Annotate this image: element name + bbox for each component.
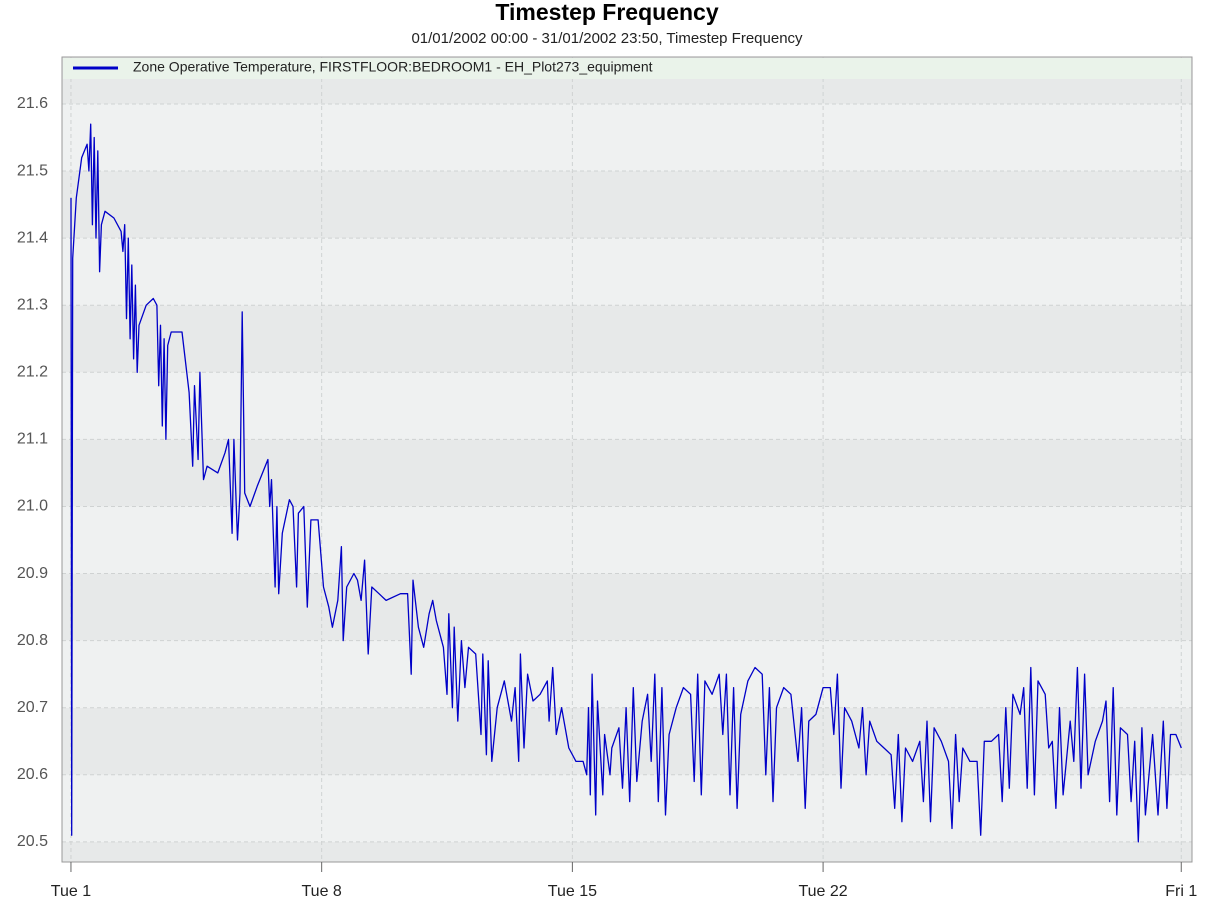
legend-background xyxy=(63,58,1191,79)
chart-subtitle: 01/01/2002 00:00 - 31/01/2002 23:50, Tim… xyxy=(411,30,803,47)
plot-band xyxy=(62,640,1192,708)
axes: 20.5 20.6 20.7 20.8 20.9 21.0 21.1 21.2 21.3 21.4… xyxy=(17,95,1197,900)
y-tick-label: 21.4 xyxy=(17,229,48,246)
plot-band xyxy=(62,506,1192,574)
x-tick-label: Fri 1 xyxy=(1165,883,1197,900)
y-tick-label: 20.9 xyxy=(17,565,48,582)
plot-band xyxy=(62,103,1192,172)
plot-band xyxy=(62,573,1192,641)
plot-background xyxy=(62,57,1192,862)
plot-band xyxy=(62,774,1192,842)
y-tick-label: 20.5 xyxy=(17,833,48,850)
plot-band xyxy=(62,439,1192,507)
series-line xyxy=(70,123,1182,843)
y-tick-label: 20.8 xyxy=(17,632,48,649)
y-tick-label: 21.3 xyxy=(17,296,48,313)
plot-band xyxy=(62,238,1192,306)
plot-band xyxy=(62,171,1192,239)
plot-band xyxy=(62,305,1192,373)
x-tick-label: Tue 8 xyxy=(302,883,342,900)
y-tick-label: 21.2 xyxy=(17,364,48,381)
y-tick-label: 21.1 xyxy=(17,431,48,448)
y-tick-label: 21.0 xyxy=(17,498,48,515)
plot-border xyxy=(61,56,1193,863)
chart-title: Timestep Frequency xyxy=(495,0,718,25)
y-tick-label: 21.5 xyxy=(17,162,48,179)
x-tick-label: Tue 15 xyxy=(548,883,597,900)
legend-label: Zone Operative Temperature, FIRSTFLOOR:B… xyxy=(133,59,653,75)
x-tick-label: Tue 22 xyxy=(798,883,847,900)
x-tick-label: Tue 1 xyxy=(51,883,91,900)
series xyxy=(70,123,1182,843)
y-tick-label: 21.6 xyxy=(17,95,48,112)
y-tick-label: 20.6 xyxy=(17,766,48,783)
y-tick-label: 20.7 xyxy=(17,699,48,716)
plot-band xyxy=(62,372,1192,440)
plot-band xyxy=(62,841,1192,862)
legend: Zone Operative Temperature, FIRSTFLOOR:B… xyxy=(63,58,1191,79)
